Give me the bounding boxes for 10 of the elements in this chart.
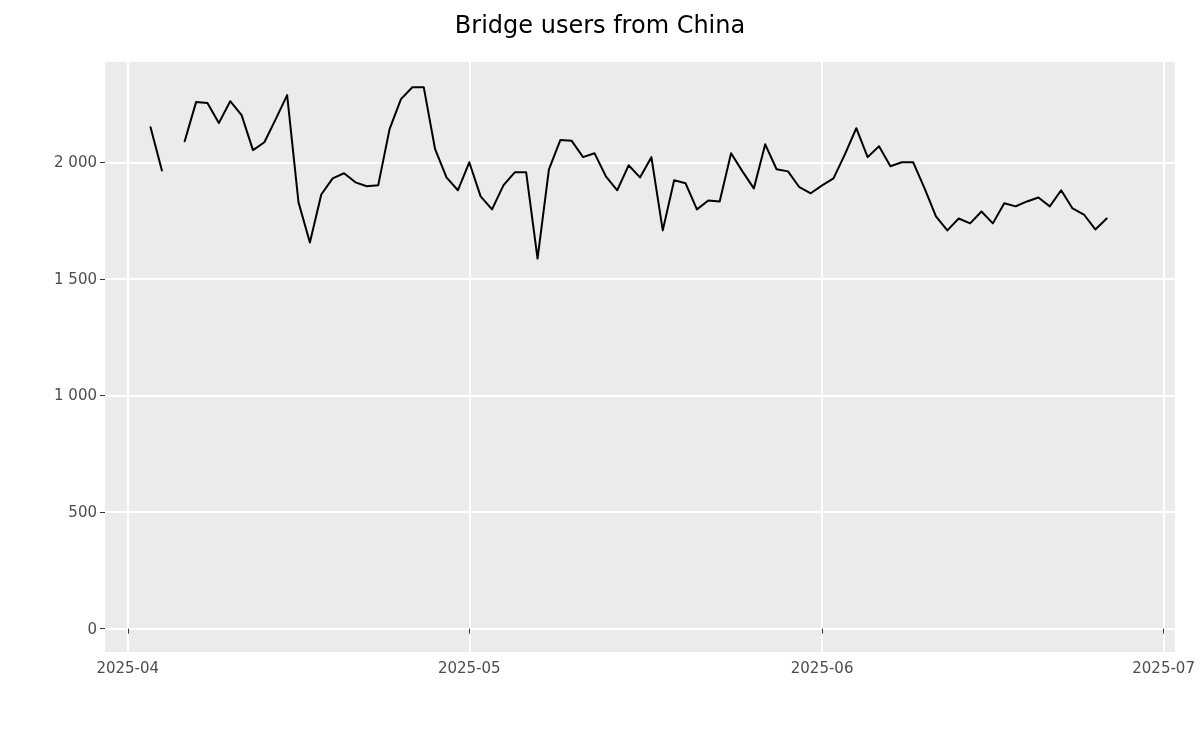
x-tick-label: 2025-05: [437, 658, 501, 677]
x-tick-label: 2025-07: [1132, 658, 1195, 677]
y-tick-label: 500: [68, 503, 97, 522]
x-tick-label: 2025-06: [790, 658, 854, 677]
y-tick-label: 2 000: [54, 153, 97, 172]
x-tick-label: 2025-04: [96, 658, 160, 677]
y-tick-label: 1 500: [54, 269, 97, 288]
y-tick-label: 1 000: [54, 386, 97, 405]
y-tick-label: 0: [87, 619, 97, 638]
chart-title: Bridge users from China: [454, 11, 746, 39]
